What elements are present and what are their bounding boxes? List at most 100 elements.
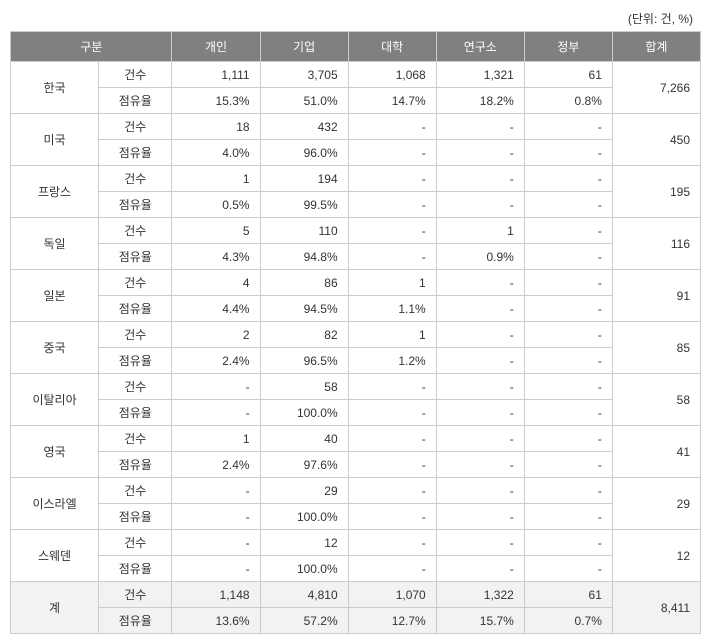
value-cell: 2.4%	[172, 452, 260, 478]
value-cell: 61	[524, 582, 612, 608]
value-cell: -	[524, 348, 612, 374]
country-cell: 이스라엘	[11, 478, 99, 530]
value-cell: 0.5%	[172, 192, 260, 218]
value-cell: -	[436, 530, 524, 556]
metric-count: 건수	[99, 530, 172, 556]
value-cell: 4.4%	[172, 296, 260, 322]
value-cell: -	[436, 426, 524, 452]
value-cell: -	[348, 244, 436, 270]
value-cell: -	[436, 322, 524, 348]
value-cell: 1	[172, 166, 260, 192]
metric-count: 건수	[99, 478, 172, 504]
table-header: 구분 개인 기업 대학 연구소 정부 합계	[11, 32, 701, 62]
value-cell: -	[436, 348, 524, 374]
metric-share: 점유율	[99, 88, 172, 114]
value-cell: -	[524, 504, 612, 530]
value-cell: -	[524, 426, 612, 452]
value-cell: 15.3%	[172, 88, 260, 114]
value-cell: 4.0%	[172, 140, 260, 166]
value-cell: -	[524, 192, 612, 218]
value-cell: -	[172, 374, 260, 400]
value-cell: -	[524, 296, 612, 322]
value-cell: -	[436, 270, 524, 296]
value-cell: 51.0%	[260, 88, 348, 114]
total-cell: 195	[612, 166, 700, 218]
value-cell: 0.8%	[524, 88, 612, 114]
value-cell: -	[436, 452, 524, 478]
total-cell: 12	[612, 530, 700, 582]
value-cell: -	[436, 192, 524, 218]
value-cell: -	[348, 374, 436, 400]
header-institute: 연구소	[436, 32, 524, 62]
value-cell: -	[172, 400, 260, 426]
value-cell: 1,111	[172, 62, 260, 88]
metric-count: 건수	[99, 270, 172, 296]
country-cell: 독일	[11, 218, 99, 270]
value-cell: 1.2%	[348, 348, 436, 374]
header-total: 합계	[612, 32, 700, 62]
value-cell: -	[348, 504, 436, 530]
value-cell: -	[436, 296, 524, 322]
value-cell: -	[172, 504, 260, 530]
header-individual: 개인	[172, 32, 260, 62]
header-university: 대학	[348, 32, 436, 62]
value-cell: 99.5%	[260, 192, 348, 218]
value-cell: 40	[260, 426, 348, 452]
value-cell: -	[524, 244, 612, 270]
value-cell: 1	[348, 322, 436, 348]
metric-share: 점유율	[99, 504, 172, 530]
value-cell: 100.0%	[260, 556, 348, 582]
value-cell: -	[524, 140, 612, 166]
value-cell: 1.1%	[348, 296, 436, 322]
unit-label: (단위: 건, %)	[10, 10, 701, 27]
value-cell: 94.8%	[260, 244, 348, 270]
metric-share: 점유율	[99, 296, 172, 322]
country-cell: 영국	[11, 426, 99, 478]
value-cell: 1	[172, 426, 260, 452]
value-cell: 96.0%	[260, 140, 348, 166]
metric-share: 점유율	[99, 192, 172, 218]
metric-count: 건수	[99, 62, 172, 88]
value-cell: 4,810	[260, 582, 348, 608]
value-cell: -	[524, 478, 612, 504]
value-cell: -	[348, 166, 436, 192]
value-cell: 1	[348, 270, 436, 296]
metric-share: 점유율	[99, 348, 172, 374]
value-cell: -	[348, 426, 436, 452]
value-cell: -	[436, 478, 524, 504]
country-cell: 미국	[11, 114, 99, 166]
value-cell: -	[524, 374, 612, 400]
value-cell: 3,705	[260, 62, 348, 88]
metric-count: 건수	[99, 426, 172, 452]
value-cell: -	[524, 530, 612, 556]
value-cell: 432	[260, 114, 348, 140]
total-cell: 91	[612, 270, 700, 322]
value-cell: 18.2%	[436, 88, 524, 114]
value-cell: 5	[172, 218, 260, 244]
value-cell: 110	[260, 218, 348, 244]
value-cell: 18	[172, 114, 260, 140]
country-cell: 중국	[11, 322, 99, 374]
metric-count: 건수	[99, 218, 172, 244]
country-cell: 일본	[11, 270, 99, 322]
value-cell: -	[436, 166, 524, 192]
country-cell: 이탈리아	[11, 374, 99, 426]
value-cell: -	[524, 400, 612, 426]
value-cell: -	[436, 140, 524, 166]
value-cell: -	[524, 322, 612, 348]
value-cell: -	[436, 556, 524, 582]
value-cell: -	[348, 556, 436, 582]
value-cell: -	[524, 166, 612, 192]
value-cell: 1,321	[436, 62, 524, 88]
metric-count: 건수	[99, 374, 172, 400]
value-cell: -	[348, 114, 436, 140]
value-cell: -	[524, 114, 612, 140]
value-cell: -	[436, 504, 524, 530]
value-cell: -	[348, 218, 436, 244]
value-cell: 29	[260, 478, 348, 504]
value-cell: 82	[260, 322, 348, 348]
value-cell: 14.7%	[348, 88, 436, 114]
value-cell: -	[348, 530, 436, 556]
value-cell: 97.6%	[260, 452, 348, 478]
metric-share: 점유율	[99, 452, 172, 478]
